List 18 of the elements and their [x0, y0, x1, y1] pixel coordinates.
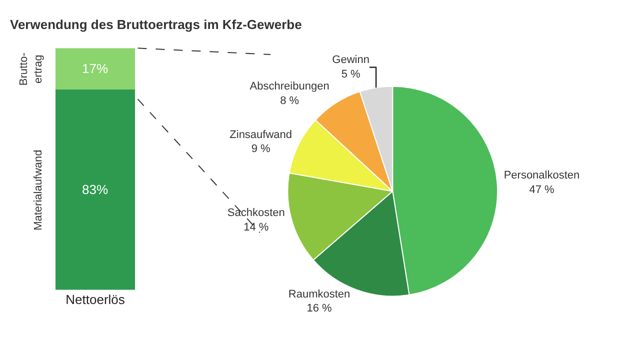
- slice-label: Personalkosten: [504, 170, 580, 182]
- data-label: 8 %: [280, 94, 300, 107]
- chart-title: Verwendung des Bruttoertrags im Kfz-Gewerbe: [10, 17, 302, 32]
- data-label: 16 %: [306, 302, 332, 315]
- slice-label: Abschreibungen: [250, 80, 330, 93]
- data-label: 14 %: [244, 221, 269, 234]
- text: Brutto- ertrag: [18, 52, 44, 86]
- text: Materialaufwand: [32, 150, 44, 230]
- slice-label: Zinsaufwand: [230, 128, 292, 141]
- data-label: 5 %: [341, 68, 361, 81]
- slice-label: Raumkosten: [288, 288, 350, 300]
- data-label: 9 %: [251, 143, 271, 156]
- data-label: 47 %: [529, 184, 554, 196]
- slice-label: Sachkosten: [227, 207, 285, 220]
- slice-label: Gewinn: [332, 54, 370, 66]
- x-tick-label: Nettoerlös: [66, 292, 126, 307]
- data-label: 83%: [82, 182, 108, 198]
- data-label: 17%: [82, 61, 108, 76]
